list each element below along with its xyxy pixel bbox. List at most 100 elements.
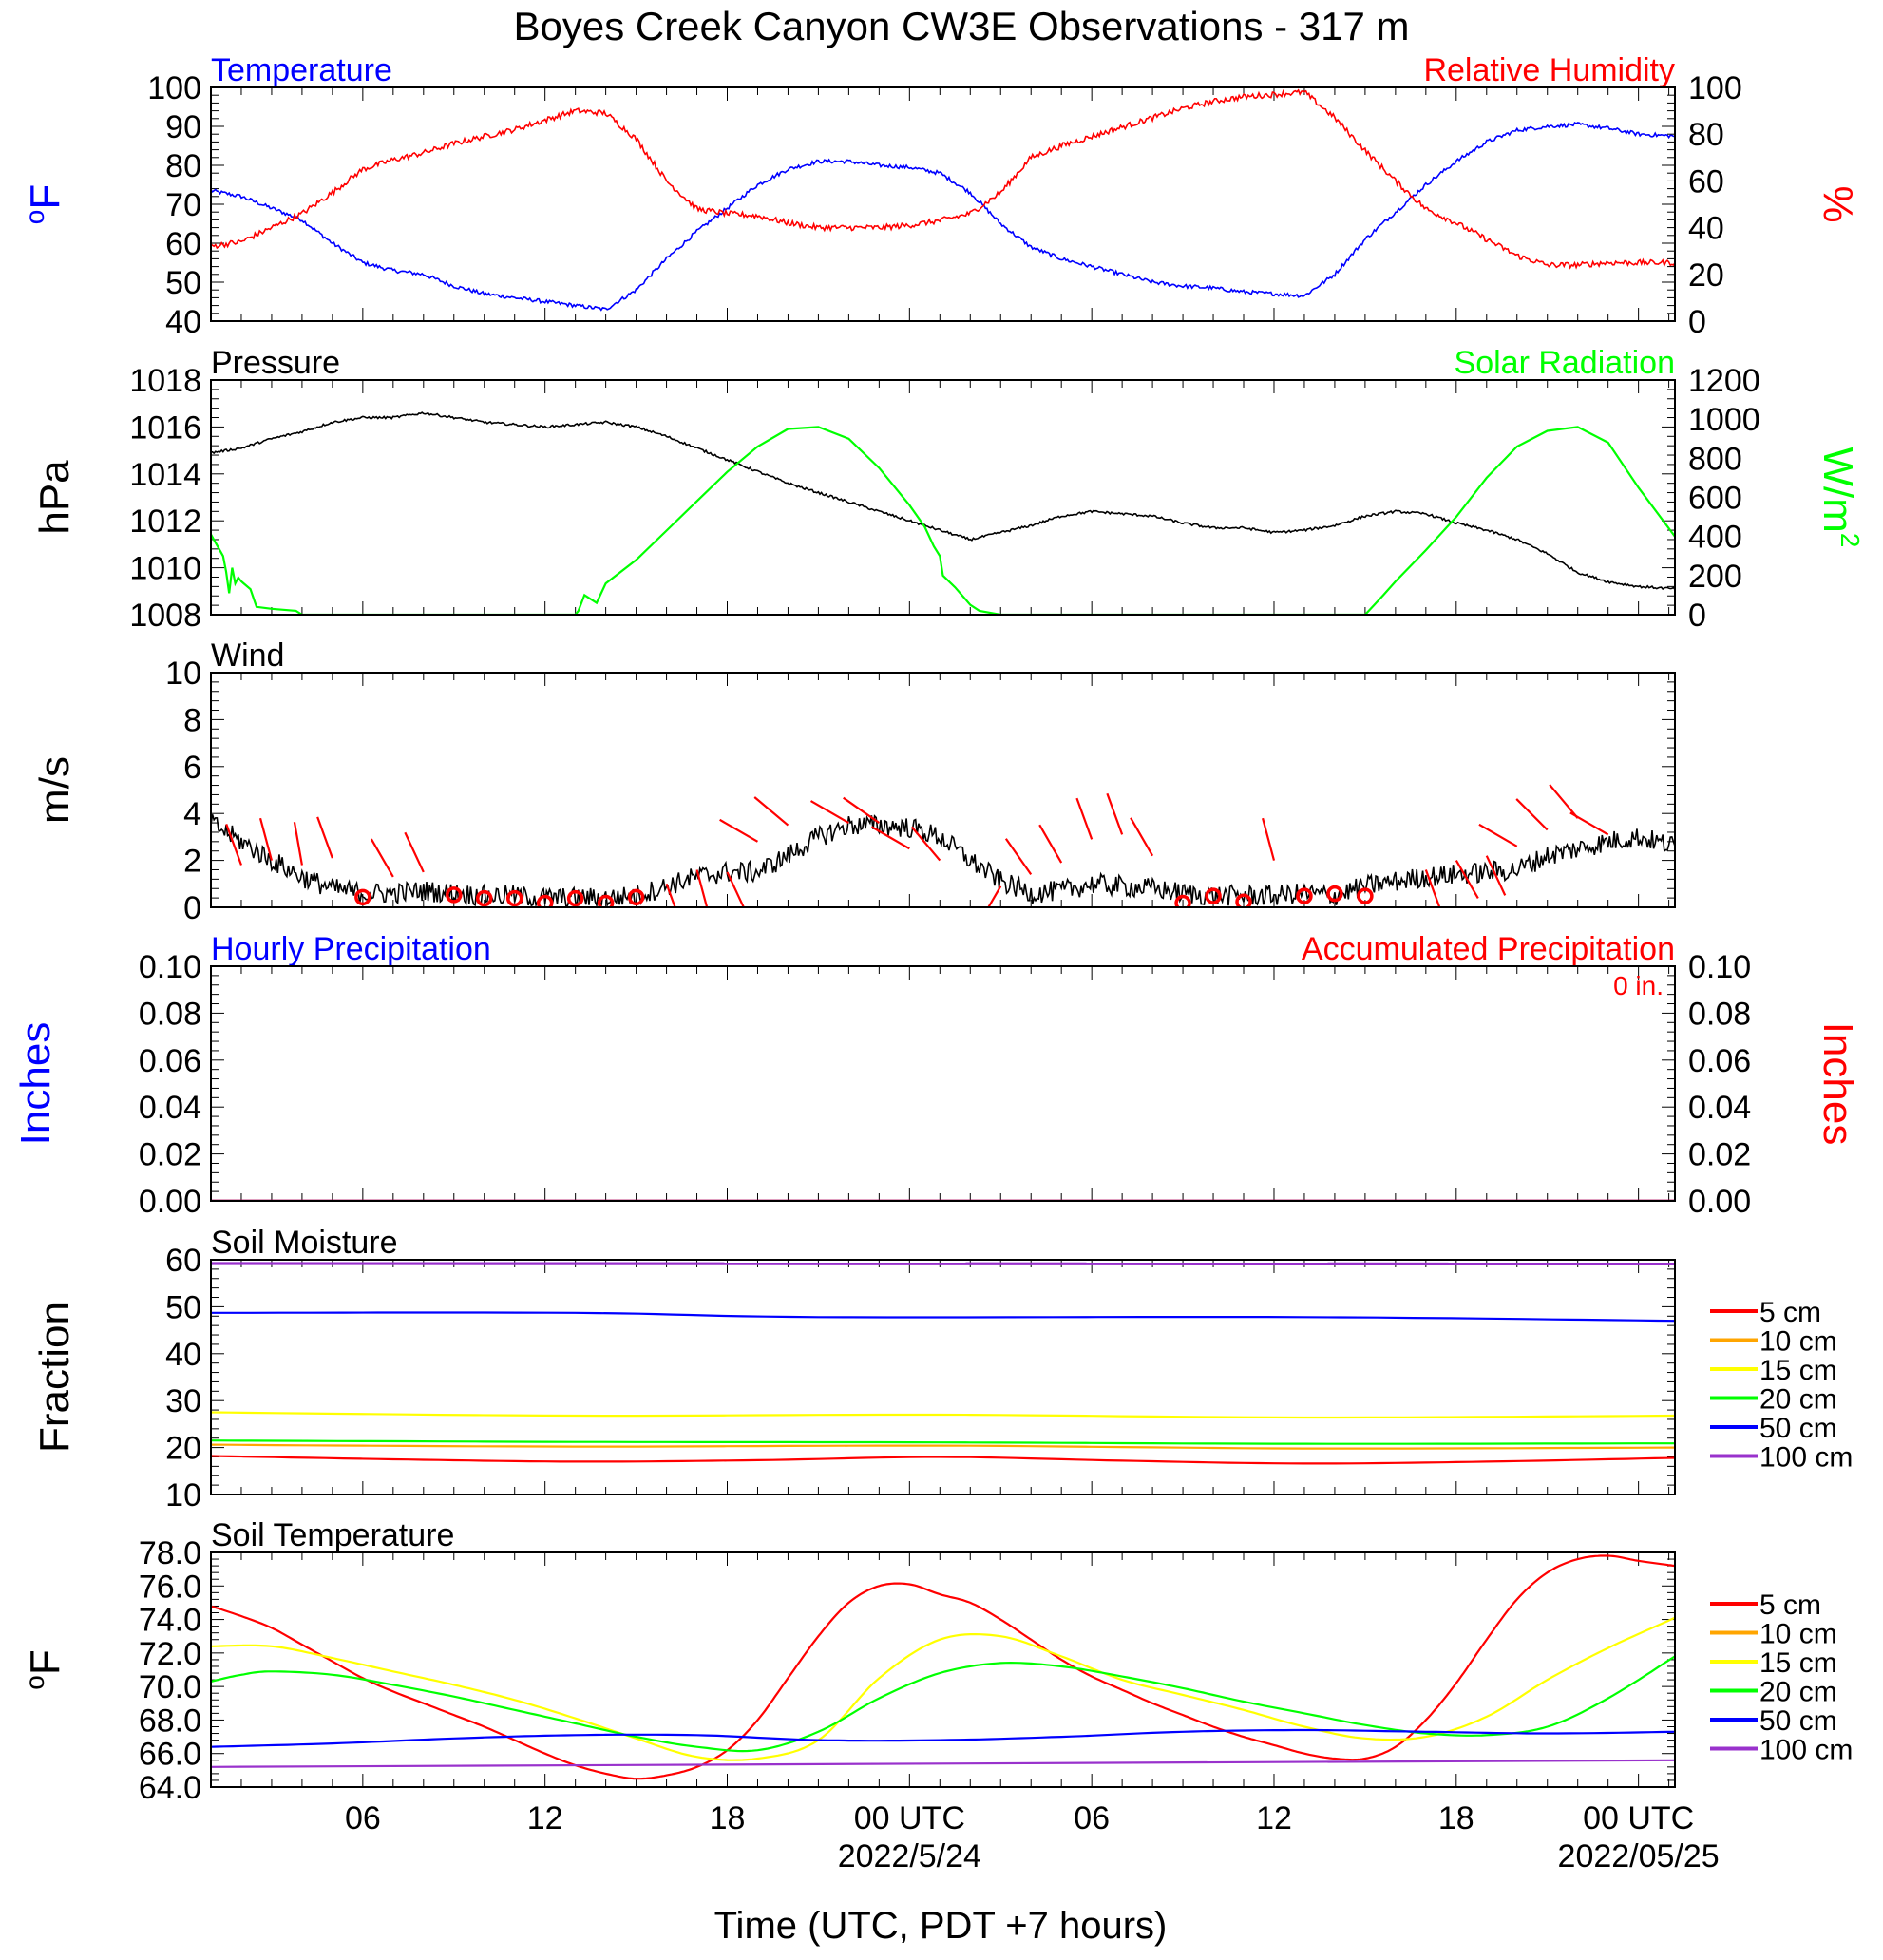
calm-wind-marker xyxy=(597,894,615,908)
panel-title-left: Soil Moisture xyxy=(211,1225,398,1261)
calm-wind-marker xyxy=(566,889,584,907)
y-tick-label-right: 0.00 xyxy=(1688,1184,1751,1220)
wind-barb xyxy=(1262,817,1276,861)
series-100-cm xyxy=(211,1759,1675,1768)
wind-barb xyxy=(316,816,333,859)
wind-barb xyxy=(910,826,942,862)
calm-wind-marker xyxy=(505,889,523,907)
y-tick-label: 0.08 xyxy=(139,996,201,1032)
y-tick-label-right: 0.02 xyxy=(1688,1137,1751,1173)
y-tick-label: 80 xyxy=(165,148,201,184)
calm-wind-marker xyxy=(475,889,493,907)
y-axis-label-right-text: W/m xyxy=(1815,447,1861,533)
wind-barb xyxy=(293,822,303,866)
y-tick-label-right: 0.04 xyxy=(1688,1090,1751,1126)
x-tick-date: 2022/05/25 xyxy=(1558,1838,1720,1874)
y-tick-label-right: 40 xyxy=(1688,211,1724,247)
panel-title-right: Solar Radiation xyxy=(1455,345,1675,381)
wind-barb xyxy=(404,831,425,873)
x-tick-date: 2022/5/24 xyxy=(838,1838,981,1874)
series-0 xyxy=(211,411,1675,591)
y-axis-label-unit: F xyxy=(22,184,68,210)
wind-barb xyxy=(1478,823,1518,847)
x-tick-label: 00 UTC xyxy=(854,1800,965,1836)
legend-label: 50 cm xyxy=(1759,1413,1837,1444)
y-tick-label: 0.00 xyxy=(139,1184,201,1220)
wind-barb xyxy=(1004,838,1033,876)
y-tick-label: 2 xyxy=(183,844,201,880)
y-tick-label: 10 xyxy=(165,1477,201,1513)
panel-title-left: Hourly Precipitation xyxy=(211,931,491,967)
wind-barb xyxy=(1130,817,1154,857)
y-tick-label: 40 xyxy=(165,304,201,340)
x-tick-label: 06 xyxy=(345,1800,381,1836)
panel-data xyxy=(211,1554,1675,1780)
calm-wind-marker xyxy=(446,886,463,904)
series-0 xyxy=(211,813,1675,908)
y-tick-label-right: 60 xyxy=(1688,163,1724,200)
y-tick-label: 30 xyxy=(165,1383,201,1419)
y-axis-label: Fraction xyxy=(31,1302,78,1453)
panel-title-left: Wind xyxy=(211,637,284,674)
wind-barb xyxy=(225,823,243,866)
panel-data xyxy=(211,1262,1675,1465)
y-tick-label-right: 400 xyxy=(1688,520,1742,556)
wind-barb xyxy=(370,838,394,878)
y-axis-label-right: Inches xyxy=(1815,1022,1861,1146)
series-1 xyxy=(211,88,1675,270)
panel-soil_temperature: 64.066.068.070.072.074.076.078.0 Soil Tem… xyxy=(20,1517,1853,1806)
panel-data xyxy=(211,88,1675,312)
wind-barb xyxy=(1455,860,1479,899)
x-tick-label: 12 xyxy=(1256,1800,1292,1836)
legend-label: 100 cm xyxy=(1759,1735,1853,1766)
calm-wind-marker xyxy=(627,888,645,906)
legend-label: 5 cm xyxy=(1759,1297,1821,1328)
calm-wind-marker xyxy=(354,888,371,906)
y-tick-label: 0.02 xyxy=(139,1137,201,1173)
x-tick-label: 18 xyxy=(1438,1800,1474,1836)
y-tick-label: 1014 xyxy=(129,457,201,493)
y-tick-label: 74.0 xyxy=(139,1603,201,1639)
calm-wind-marker xyxy=(1205,887,1222,904)
y-tick-label-right: 1000 xyxy=(1688,402,1760,438)
chart-title: Boyes Creek Canyon CW3E Observations - 3… xyxy=(513,4,1409,48)
accumulated-total: 0 in. xyxy=(1613,971,1664,1000)
y-axis-label-right: % xyxy=(1815,185,1861,222)
wind-barb xyxy=(1424,869,1441,908)
wind-barb xyxy=(843,796,880,824)
y-tick-label: 6 xyxy=(183,750,201,786)
y-axis-label: oF xyxy=(20,184,68,224)
y-tick-label-right: 1200 xyxy=(1688,363,1760,399)
x-tick-label: 18 xyxy=(710,1800,746,1836)
series-10-cm xyxy=(211,1443,1675,1450)
wind-barb xyxy=(753,796,789,827)
y-axis-label-right-text: % xyxy=(1815,185,1861,222)
legend-label: 20 cm xyxy=(1759,1384,1837,1416)
panel-title-left: Temperature xyxy=(211,52,392,88)
y-tick-label-right: 0.08 xyxy=(1688,996,1751,1032)
y-tick-label-right: 20 xyxy=(1688,257,1724,294)
y-tick-label: 66.0 xyxy=(139,1737,201,1773)
panel-frame xyxy=(210,1259,1676,1495)
series-15-cm xyxy=(211,1411,1675,1419)
series-50-cm xyxy=(211,1311,1675,1323)
y-axis-label: Inches xyxy=(12,1022,59,1146)
y-tick-label: 1016 xyxy=(129,409,201,446)
y-tick-label-right: 800 xyxy=(1688,441,1742,477)
legend-label: 50 cm xyxy=(1759,1705,1837,1737)
y-tick-label: 90 xyxy=(165,109,201,145)
wind-barb xyxy=(986,885,1002,908)
calm-wind-marker xyxy=(1296,887,1313,904)
wind-barb xyxy=(258,817,274,861)
series-100-cm xyxy=(211,1262,1675,1265)
wind-barb xyxy=(1106,792,1124,835)
y-axis-label-unit: F xyxy=(22,1649,68,1675)
wind-barb xyxy=(695,869,709,908)
y-tick-label: 50 xyxy=(165,1289,201,1325)
y-axis-label: oF xyxy=(20,1649,68,1689)
series-1 xyxy=(211,426,1675,616)
y-tick-label-right: 600 xyxy=(1688,481,1742,517)
y-axis-label-degree: o xyxy=(20,210,49,225)
